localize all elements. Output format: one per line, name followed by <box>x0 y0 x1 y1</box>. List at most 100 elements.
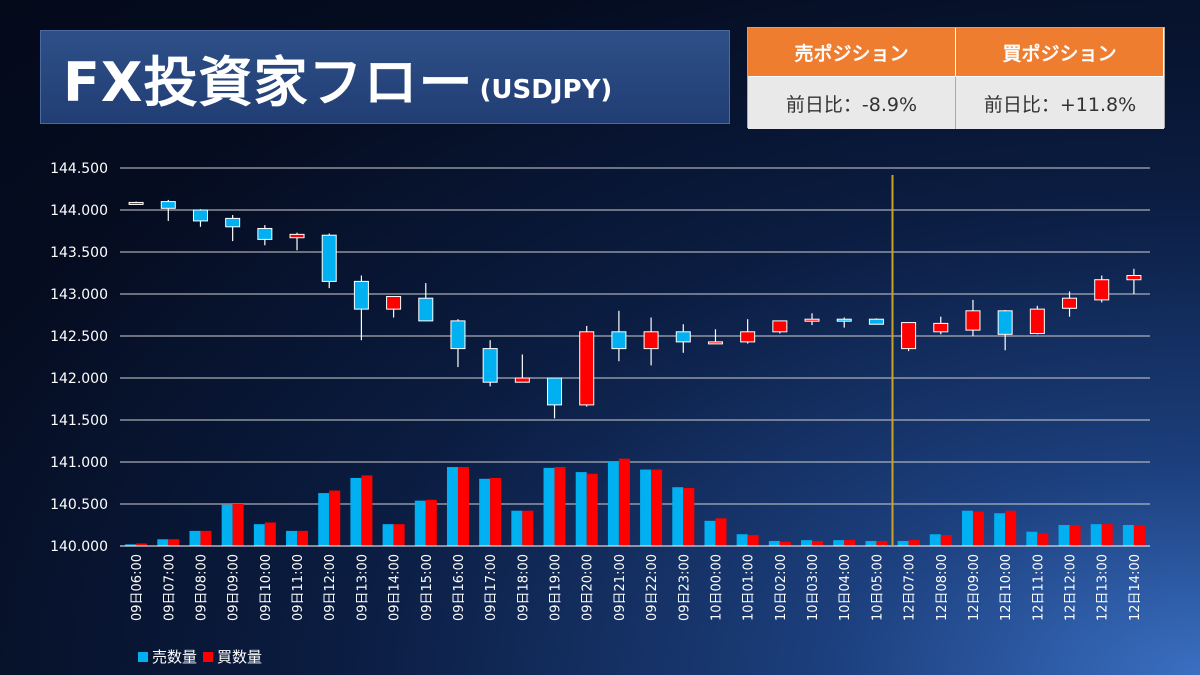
sell-volume-bar <box>736 534 748 546</box>
sell-position-header: 売ポジション <box>748 28 956 76</box>
sell-volume-bar <box>897 540 909 546</box>
sell-volume-bar <box>318 493 330 546</box>
sell-volume-bar <box>350 477 362 546</box>
candle-body <box>128 201 144 205</box>
buy-volume-bar <box>168 539 180 546</box>
candle-body <box>289 233 305 239</box>
x-tick-label: 12日08:00 <box>935 554 950 621</box>
buy-volume-bar <box>940 535 952 546</box>
page-title: FX投資家フロー <box>63 50 474 114</box>
buy-volume-bar <box>361 475 373 546</box>
buy-volume-bar <box>876 540 888 546</box>
buy-position-change: 前日比：+11.8% <box>956 76 1164 129</box>
x-tick-label: 09日22:00 <box>645 554 660 621</box>
x-tick-label: 09日11:00 <box>291 554 306 621</box>
x-tick-label: 09日21:00 <box>613 554 628 621</box>
page-subtitle: (USDJPY) <box>479 75 613 105</box>
x-tick-label: 10日00:00 <box>709 554 724 621</box>
x-tick-label: 10日05:00 <box>870 554 885 621</box>
x-tick-label: 12日11:00 <box>1031 554 1046 621</box>
chart-legend: 売数量 買数量 <box>138 646 262 667</box>
candle-body <box>482 348 498 383</box>
sell-volume-bar <box>607 462 619 546</box>
buy-volume-bar <box>490 477 502 546</box>
x-tick-label: 09日15:00 <box>420 554 435 621</box>
buy-legend-swatch <box>203 651 214 662</box>
sell-volume-bar <box>575 472 587 546</box>
candle-body <box>418 297 434 322</box>
candle-body <box>1094 279 1110 301</box>
buy-volume-bar <box>425 499 437 546</box>
buy-volume-bar <box>715 518 727 546</box>
sell-volume-bar <box>640 469 652 546</box>
candle-body <box>965 310 981 331</box>
sell-legend-label: 売数量 <box>152 648 198 666</box>
buy-legend-label: 買数量 <box>217 648 263 666</box>
candle-body <box>353 280 369 310</box>
sell-volume-bar <box>672 487 684 546</box>
buy-volume-bar <box>554 467 566 546</box>
buy-volume-bar <box>972 511 984 546</box>
candle-body <box>997 310 1013 335</box>
sell-volume-bar <box>446 467 458 546</box>
candle-body <box>1029 308 1045 334</box>
sell-volume-bar <box>382 524 394 546</box>
sell-volume-bar <box>1058 525 1070 546</box>
buy-volume-bar <box>586 473 598 546</box>
x-tick-label: 12日07:00 <box>903 554 918 621</box>
candle-body <box>611 331 627 350</box>
sell-legend-swatch <box>138 651 148 662</box>
x-tick-label: 09日08:00 <box>194 554 209 621</box>
x-tick-label: 09日09:00 <box>227 554 242 621</box>
sell-volume-bar <box>994 513 1006 546</box>
sell-volume-bar <box>414 500 426 546</box>
buy-volume-bar <box>683 488 695 546</box>
x-tick-label: 10日02:00 <box>774 554 789 621</box>
buy-volume-bar <box>618 458 630 546</box>
candle-body <box>675 331 691 343</box>
buy-volume-bar <box>457 467 469 546</box>
buy-volume-bar <box>393 524 405 546</box>
sell-volume-bar <box>125 544 137 546</box>
candle-body <box>321 234 337 282</box>
sell-volume-bar <box>189 530 201 546</box>
x-tick-label: 09日16:00 <box>452 554 467 621</box>
x-tick-label: 12日13:00 <box>1096 554 1111 621</box>
sell-volume-bar <box>801 540 813 546</box>
candle-body <box>225 217 241 228</box>
x-tick-label: 12日10:00 <box>999 554 1014 621</box>
y-tick-label: 140.500 <box>50 497 108 513</box>
x-tick-label: 12日14:00 <box>1128 554 1143 621</box>
sell-volume-bar <box>157 539 169 546</box>
buy-volume-bar <box>200 530 212 546</box>
sell-volume-bar <box>253 524 265 546</box>
x-tick-label: 09日14:00 <box>388 554 403 621</box>
x-tick-label: 10日04:00 <box>838 554 853 621</box>
candle-body <box>643 331 659 350</box>
candle-body <box>868 318 884 325</box>
x-tick-label: 09日10:00 <box>259 554 274 621</box>
buy-volume-bar <box>1005 510 1017 546</box>
candle-body <box>836 318 852 322</box>
sell-volume-bar <box>704 520 716 546</box>
sell-volume-bar <box>511 510 523 546</box>
sell-volume-bar <box>833 540 845 546</box>
buy-volume-bar <box>747 535 759 546</box>
x-tick-label: 12日12:00 <box>1064 554 1079 621</box>
x-tick-label: 09日19:00 <box>549 554 564 621</box>
candle-body <box>450 320 466 350</box>
y-tick-label: 142.500 <box>50 329 108 345</box>
buy-volume-bar <box>651 469 663 546</box>
buy-volume-bar <box>297 530 309 546</box>
candle-body <box>772 320 788 333</box>
candle-body <box>160 201 176 209</box>
sell-volume-bar <box>768 540 780 546</box>
x-tick-label: 12日09:00 <box>967 554 982 621</box>
buy-volume-bar <box>136 543 148 546</box>
candle-body <box>386 296 402 310</box>
x-tick-label: 09日13:00 <box>355 554 370 621</box>
buy-volume-bar <box>844 540 856 546</box>
x-tick-label: 10日01:00 <box>742 554 757 621</box>
sell-volume-bar <box>961 510 973 546</box>
